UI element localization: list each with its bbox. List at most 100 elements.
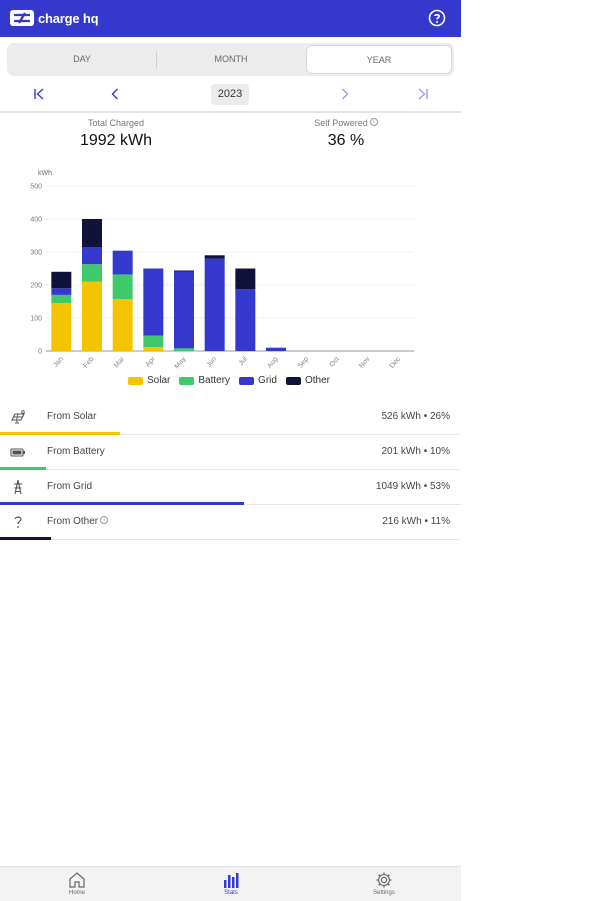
nav-label: Home [68,890,85,896]
x-tick-label: Apr [144,355,157,368]
bar-segment-solar [51,303,72,351]
bar-segment-battery [112,274,133,300]
self-powered-label-wrap: Self Powered i [276,118,416,128]
bar-segment-other [82,219,102,248]
legend-swatch [239,376,255,385]
next-period-icon[interactable] [338,87,352,101]
x-tick-label: Feb [82,356,95,370]
section-divider [0,111,461,113]
x-tick-label: Jun [206,356,219,369]
first-period-icon[interactable] [32,87,46,101]
legend-label: Battery [198,375,231,386]
legend-swatch [128,376,143,385]
x-tick-label: Sep [297,356,310,370]
self-powered-value: 36 % [327,132,365,149]
bar-segment-grid [174,271,194,349]
bar-segment-battery [143,335,164,348]
bar-segment-battery [82,264,102,282]
breakdown-label: From Solar [47,411,97,422]
x-tick-label: May [174,355,188,370]
legend-label: Other [304,375,330,386]
x-tick-label: Nov [358,355,372,369]
share-bar [0,502,245,505]
bar-segment-other [235,268,256,290]
bar-segment-grid [143,268,164,336]
y-tick-label: 500 [30,184,42,191]
tab-month[interactable]: MONTH [214,54,248,64]
tab-year[interactable]: YEAR [306,45,452,74]
share-bar [0,467,47,470]
breakdown-value: 1049 kWh • 53% [375,481,450,492]
period-tabs: DAY MONTH YEAR [7,43,454,76]
breakdown-label: From Other [47,516,99,527]
breakdown-value: 526 kWh • 26% [381,411,450,422]
nav-label: Stats [224,890,238,896]
breakdown-row-other[interactable]: From Other i 216 kWh • 11% [0,505,461,540]
battery-icon [10,448,25,457]
breakdown-value: 216 kWh • 11% [382,516,450,527]
selected-year[interactable]: 2023 [211,84,249,105]
tab-day[interactable]: DAY [73,54,91,64]
previous-period-icon[interactable] [108,87,122,101]
y-tick-label: 200 [30,283,42,290]
legend-item-grid: Grid [239,375,277,386]
legend-swatch [179,376,195,385]
bar-segment-solar [112,299,133,351]
nav-settings[interactable]: Settings [354,871,414,896]
bar-segment-other [174,270,194,272]
self-powered-label: Self Powered [314,118,368,128]
x-tick-label: Jul [238,355,249,367]
x-tick-label: Aug [266,356,279,370]
nav-stats[interactable]: Stats [201,871,261,896]
app-logo: charge hq [10,9,99,27]
gear-icon [376,872,392,888]
period-navigation: 2023 [0,83,461,107]
legend-label: Grid [258,375,277,386]
total-charged-value: 1992 kWh [79,132,153,149]
y-tick-label: 100 [30,316,42,323]
share-bar [0,432,120,435]
info-icon[interactable]: i [369,118,378,126]
question-mark-icon [14,516,22,528]
bar-segment-grid [112,250,133,275]
stats-icon [224,873,239,888]
breakdown-label: From Grid [47,481,92,492]
x-tick-label: Mar [113,355,127,369]
bar-segment-solar [82,281,102,351]
bar-segment-grid [51,288,72,295]
app-name: charge hq [38,10,99,26]
breakdown-row-grid[interactable]: From Grid 1049 kWh • 53% [0,470,461,505]
app-header: charge hq [0,0,461,37]
x-tick-label: Jan [52,356,65,369]
help-circle-icon[interactable] [428,9,446,27]
legend-item-solar: Solar [128,375,170,386]
total-charged-label: Total Charged [87,118,145,128]
y-tick-label: 400 [30,217,42,224]
bottom-navigation: Home Stats Settings [0,866,461,901]
breakdown-label: From Battery [47,446,105,457]
y-axis-unit-label: kWh [38,170,52,177]
bar-segment-battery [174,348,194,351]
x-tick-label: Dec [389,355,403,369]
monthly-energy-chart: kWh 0 100 200 300 400 500 Jan Feb Mar Apr May Jun Jul… [30,170,414,370]
bar-segment-other [204,255,225,259]
bar-segment-grid [82,247,102,265]
home-icon [69,872,85,888]
y-tick-label: 300 [30,250,42,257]
legend-swatch [285,376,301,385]
last-period-icon[interactable] [416,87,430,101]
breakdown-row-solar[interactable]: From Solar 526 kWh • 26% [0,400,461,435]
breakdown-label-wrap: From Other i [47,516,109,527]
breakdown-row-battery[interactable]: From Battery 201 kWh • 10% [0,435,461,470]
bar-segment-grid [266,347,286,351]
bar-segment-solar [143,347,164,351]
legend-item-other: Other [285,375,330,386]
chart-legend: Solar Battery Grid Other [128,375,339,386]
legend-item-battery: Battery [179,375,230,386]
nav-label: Settings [373,890,395,896]
info-icon[interactable]: i [100,516,109,524]
legend-label: Solar [147,375,171,386]
x-tick-label: Oct [329,356,341,369]
nav-home[interactable]: Home [47,871,107,896]
bar-segment-grid [235,289,256,351]
